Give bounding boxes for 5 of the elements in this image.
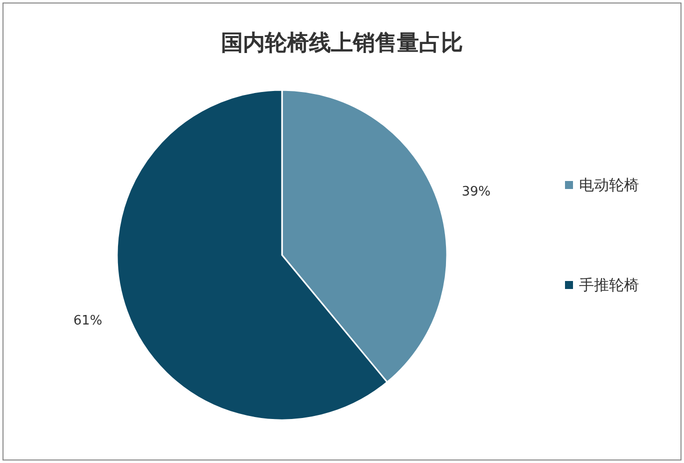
chart-title: 国内轮椅线上销售量占比: [221, 31, 463, 56]
legend-label: 电动轮椅: [579, 176, 639, 194]
data-label: 39%: [462, 184, 491, 200]
data-label: 61%: [73, 314, 102, 329]
legend-label: 手推轮椅: [579, 276, 639, 294]
